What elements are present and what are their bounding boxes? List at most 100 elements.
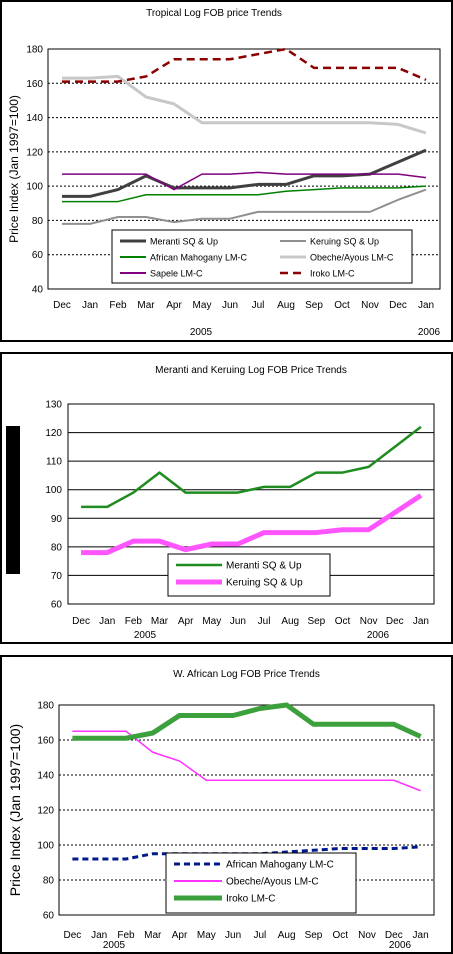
chart3-series-line (72, 730, 421, 792)
chart1-series-line (62, 171, 427, 191)
chart3-y-tick-label: 60 (43, 911, 55, 922)
chart2-x-tick-label: Jan (413, 616, 429, 627)
chart3-y-tick-label: 80 (43, 876, 55, 887)
chart2-y-tick-label: 80 (51, 542, 63, 553)
chart1-x-tick-label: Jan (418, 300, 434, 311)
chart1-year-label: 2005 (190, 327, 213, 338)
chart2-x-tick-label: Mar (151, 616, 169, 627)
chart1-x-tick-label: Oct (334, 300, 350, 311)
chart2-x-tick-label: Jul (258, 616, 271, 627)
chart3-x-tick-label: Mar (144, 930, 162, 941)
west-african-log-chart: W. African Log FOB Price Trends 60 80 100 12… (0, 655, 453, 954)
chart2-year-label: 2006 (367, 630, 390, 641)
chart2-x-tick-label: Oct (335, 616, 351, 627)
chart1-y-tick-label: 100 (26, 182, 43, 193)
chart3-x-tick-label: Dec (63, 930, 81, 941)
chart2-x-tick-label: Feb (125, 616, 143, 627)
west-african-log-chart-svg: W. African Log FOB Price Trends 60 80 100 12… (7, 669, 435, 951)
chart2-legend-box (167, 553, 331, 597)
chart3-x-tick-label: Dec (385, 930, 403, 941)
chart3-legend-label: Obeche/Ayous LM-C (226, 877, 319, 888)
chart3-x-tick-label: Jan (413, 930, 429, 941)
chart1-x-tick-label: Jun (222, 300, 238, 311)
chart1-y-tick-label: 60 (32, 250, 44, 261)
chart1-plot-frame (47, 48, 441, 290)
chart1-x-tick-label: Apr (166, 300, 182, 311)
chart1-y-tick-label: 80 (32, 216, 44, 227)
chart3-y-tick-label: 120 (37, 806, 54, 817)
chart1-year-label: 2006 (418, 327, 441, 338)
chart3-series-line (72, 702, 422, 741)
chart3-y-tick-label: 140 (37, 771, 54, 782)
chart2-x-tick-label: Nov (360, 616, 378, 627)
chart2-x-tick-label: Aug (281, 616, 299, 627)
chart1-legend-label: Iroko LM-C (310, 269, 355, 279)
chart1-legend-label: Sapele LM-C (150, 269, 203, 279)
chart2-x-tick-label: Dec (386, 616, 404, 627)
chart2-x-tick-label: Jun (230, 616, 246, 627)
chart1-x-tick-label: Mar (137, 300, 155, 311)
chart1-legend-label: Meranti SQ & Up (150, 237, 218, 247)
chart1-series-line (62, 47, 427, 83)
chart3-year-label: 2006 (389, 940, 412, 951)
chart1-legend-label: Obeche/Ayous LM-C (310, 253, 394, 263)
chart1-y-tick-label: 160 (26, 79, 43, 90)
chart2-x-tick-label: Dec (72, 616, 90, 627)
chart2-y-tick-label: 120 (45, 428, 62, 439)
chart1-legend-label: African Mahogany LM-C (150, 253, 248, 263)
chart2-plot-frame (67, 403, 435, 605)
chart3-legend-label: Iroko LM-C (226, 894, 275, 905)
chart2-x-tick-label: Jan (99, 616, 115, 627)
chart3-x-tick-label: Apr (172, 930, 188, 941)
chart3-x-tick-label: Jul (253, 930, 266, 941)
chart1-x-tick-label: Jul (252, 300, 265, 311)
meranti-keruing-chart-svg: Meranti and Keruing Log FOB Price Trends… (6, 365, 435, 641)
chart3-year-label: 2005 (103, 940, 126, 951)
chart3-x-tick-label: Jun (225, 930, 241, 941)
chart1-series-line (62, 188, 427, 225)
chart3-x-tick-label: Oct (332, 930, 348, 941)
chart2-legend-label: Keruing SQ & Up (226, 578, 303, 589)
chart1-y-tick-label: 180 (26, 45, 43, 56)
chart1-y-tick-label: 40 (32, 285, 44, 296)
chart1-legend-label: Keruing SQ & Up (310, 237, 379, 247)
chart1-y-tick-label: 140 (26, 113, 43, 124)
chart1-x-tick-label: Feb (109, 300, 127, 311)
chart1-series-line (62, 74, 427, 135)
chart2-y-tick-label: 100 (45, 485, 62, 496)
chart3-y-tick-label: 160 (37, 736, 54, 747)
chart3-x-tick-label: Sep (305, 930, 323, 941)
chart3-legend-label: African Mahogany LM-C (226, 860, 334, 871)
chart1-x-tick-label: May (193, 300, 212, 311)
meranti-keruing-chart: Meranti and Keruing Log FOB Price Trends… (0, 352, 453, 644)
chart2-y-tick-label: 130 (45, 400, 62, 411)
chart1-series-line (62, 185, 427, 203)
chart3-y-axis-label: Price Index (Jan 1997=100) (7, 724, 23, 896)
chart2-series-line (81, 493, 423, 556)
chart2-x-tick-label: Apr (178, 616, 194, 627)
chart2-title: Meranti and Keruing Log FOB Price Trends (155, 365, 347, 376)
chart2-y-tick-label: 90 (51, 514, 63, 525)
chart2-series-line (81, 425, 422, 509)
chart2-x-tick-label: May (202, 616, 221, 627)
chart3-x-tick-label: Nov (358, 930, 376, 941)
chart2-left-bar (6, 426, 20, 574)
chart1-title: Tropical Log FOB price Trends (146, 8, 282, 19)
chart2-y-tick-label: 70 (51, 571, 63, 582)
chart3-x-tick-label: Aug (278, 930, 296, 941)
chart2-y-tick-label: 60 (51, 600, 63, 611)
chart3-x-tick-label: Jan (91, 930, 107, 941)
tropical-log-chart: Tropical Log FOB price Trends 40 60 80 100 12… (0, 0, 453, 342)
chart1-legend-box (111, 229, 413, 284)
chart3-y-tick-label: 180 (37, 701, 54, 712)
chart1-y-axis-label: Price Index (Jan 1997=100) (7, 95, 21, 243)
chart1-x-tick-label: Nov (361, 300, 379, 311)
chart2-y-tick-label: 110 (46, 457, 62, 468)
chart1-x-tick-label: Dec (389, 300, 407, 311)
chart1-y-tick-label: 120 (26, 147, 43, 158)
chart3-y-tick-label: 100 (37, 841, 54, 852)
chart2-legend-label: Meranti SQ & Up (226, 561, 302, 572)
chart3-title: W. African Log FOB Price Trends (173, 669, 320, 680)
tropical-log-chart-svg: Tropical Log FOB price Trends 40 60 80 100 12… (7, 8, 441, 338)
chart1-x-tick-label: Dec (53, 300, 71, 311)
